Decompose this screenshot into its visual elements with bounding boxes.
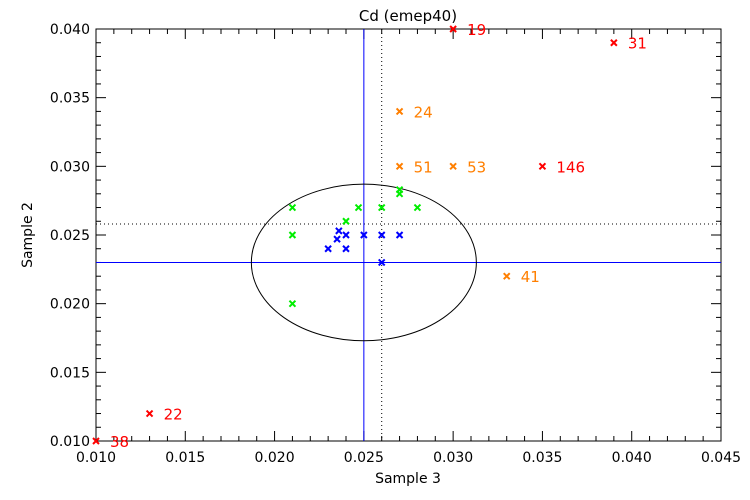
point-label: 51 [414, 158, 433, 176]
data-point [395, 231, 404, 239]
point-label: 19 [467, 21, 486, 39]
data-point [354, 203, 363, 212]
y-tick-label: 0.015 [50, 365, 90, 381]
data-point [360, 231, 368, 239]
x-tick-label: 0.025 [344, 450, 384, 466]
plot-frame [95, 28, 722, 442]
data-point [333, 235, 341, 243]
y-axis-label: Sample 2 [20, 202, 36, 268]
data-point [395, 190, 404, 198]
point-label: 53 [467, 158, 486, 176]
data-point [503, 272, 511, 280]
data-point [538, 162, 547, 171]
y-tick-label: 0.020 [50, 297, 90, 313]
data-point [335, 227, 343, 235]
point-label: 146 [556, 158, 585, 176]
data-point [449, 25, 457, 33]
y-tick-label: 0.025 [50, 228, 90, 244]
data-point [145, 409, 154, 418]
x-tick-label: 0.035 [522, 450, 562, 466]
data-point [378, 231, 386, 239]
data-point [449, 162, 457, 171]
data-point [395, 162, 404, 171]
y-tick-label: 0.035 [50, 91, 90, 107]
confidence-ellipse [250, 183, 477, 342]
x-tick-label: 0.010 [76, 450, 116, 466]
data-point [342, 231, 350, 239]
data-point [378, 203, 386, 212]
point-label: 38 [110, 433, 129, 451]
x-tick-label: 0.015 [165, 450, 205, 466]
point-label: 24 [414, 103, 433, 121]
data-point [610, 39, 618, 47]
data-point [288, 231, 297, 239]
x-axis-label: Sample 3 [375, 471, 441, 487]
x-tick-label: 0.020 [255, 450, 295, 466]
x-tick-label: 0.040 [612, 450, 652, 466]
y-tick-label: 0.030 [50, 159, 90, 175]
data-point [413, 203, 422, 212]
data-point [342, 245, 350, 253]
data-point [342, 217, 350, 225]
point-label: 31 [628, 35, 647, 53]
x-tick-label: 0.030 [433, 450, 473, 466]
point-label: 41 [521, 268, 540, 286]
data-point [395, 107, 404, 116]
y-tick-label: 0.040 [50, 22, 90, 38]
point-label: 22 [164, 406, 183, 424]
data-point [92, 437, 100, 445]
data-point [288, 203, 297, 212]
data-point [378, 258, 386, 267]
x-tick-label: 0.045 [701, 450, 741, 466]
data-point [288, 299, 297, 308]
y-tick-label: 0.010 [50, 434, 90, 450]
chart-title: Cd (emep40) [359, 7, 457, 25]
data-point [324, 245, 332, 253]
